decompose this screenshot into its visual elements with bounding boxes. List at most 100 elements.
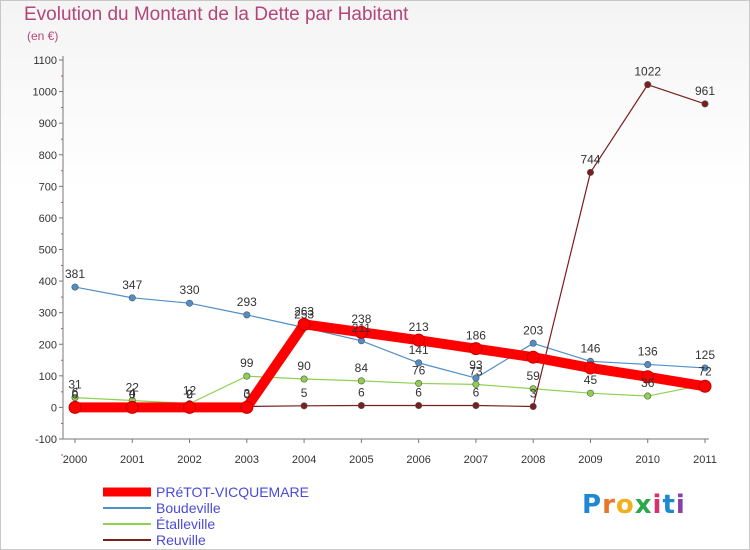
- data-point: [297, 317, 311, 331]
- data-point: [186, 299, 194, 307]
- x-tick-label: 2000: [63, 454, 87, 466]
- data-point: [472, 380, 480, 388]
- data-point: [71, 394, 79, 402]
- x-tick-label: 2008: [521, 454, 545, 466]
- data-point: [357, 377, 365, 385]
- x-tick-label: 2009: [578, 454, 602, 466]
- data-point: [125, 400, 139, 414]
- x-tick-label: 2002: [177, 454, 201, 466]
- data-label: 253: [294, 308, 314, 322]
- data-label: 12: [183, 384, 197, 398]
- y-tick-label: 1000: [33, 87, 57, 99]
- data-label: 0: [72, 387, 79, 401]
- data-point: [357, 402, 365, 410]
- data-label: 4: [129, 386, 136, 400]
- data-label: 6: [72, 386, 79, 400]
- series-line-reuville: [74, 84, 706, 408]
- data-label: 136: [638, 344, 658, 358]
- data-point: [529, 339, 537, 347]
- x-tick-label: 2001: [120, 454, 144, 466]
- data-point: [412, 333, 426, 347]
- data-point: [415, 379, 423, 387]
- y-tick-label: 600: [39, 213, 57, 225]
- data-point: [469, 342, 483, 356]
- data-label: 0: [186, 387, 193, 401]
- data-point: [243, 311, 251, 319]
- legend-label: Étalleville: [156, 516, 215, 532]
- y-tick-label: 700: [39, 181, 57, 193]
- logo-letter: x: [634, 490, 653, 520]
- data-label: 90: [297, 359, 311, 373]
- y-tick-label: 500: [39, 245, 57, 257]
- data-point: [583, 361, 597, 375]
- series-line-étalleville: [74, 375, 706, 405]
- y-tick-label: 900: [39, 118, 57, 130]
- data-label: 22: [126, 380, 140, 394]
- data-point: [701, 100, 709, 108]
- x-tick-label: 2003: [235, 454, 259, 466]
- data-label: 347: [122, 278, 142, 292]
- data-label: 45: [584, 373, 598, 387]
- data-label: 2: [186, 387, 193, 401]
- data-label: 59: [527, 369, 541, 383]
- data-label: 93: [469, 358, 483, 372]
- data-label: 6: [473, 386, 480, 400]
- logo-letter: P: [582, 490, 603, 520]
- y-tick-label: 400: [39, 276, 57, 288]
- logo-letter: i: [652, 490, 663, 520]
- y-tick-label: 100: [39, 371, 57, 383]
- data-point: [641, 370, 655, 384]
- data-point: [644, 81, 652, 89]
- data-label: 203: [523, 323, 543, 337]
- logo-letter: r: [602, 490, 616, 520]
- data-label: 6: [358, 386, 365, 400]
- proxiti-logo: Proxiti: [582, 490, 686, 520]
- logo-letter: t: [662, 490, 676, 520]
- data-point: [415, 402, 423, 410]
- y-tick-label: 1100: [33, 55, 57, 67]
- legend-label: PRéTOT-VICQUEMARE: [156, 484, 309, 500]
- data-label: 238: [351, 312, 371, 326]
- data-point: [243, 372, 251, 380]
- x-tick-label: 2011: [693, 454, 717, 466]
- data-point: [183, 400, 197, 414]
- data-label: 125: [695, 348, 715, 362]
- data-point: [415, 359, 423, 367]
- data-label: 381: [65, 267, 85, 281]
- data-label: 744: [580, 152, 600, 166]
- y-tick-label: -100: [35, 434, 57, 446]
- data-label: 36: [641, 376, 655, 390]
- series-line-prétot-vicquemare: [75, 319, 706, 413]
- data-label: 330: [180, 283, 200, 297]
- data-point: [701, 364, 709, 372]
- data-point: [586, 168, 594, 176]
- data-point: [529, 385, 537, 393]
- data-point: [472, 402, 480, 410]
- unit-label: (en €): [27, 29, 59, 43]
- x-tick-label: 2007: [464, 454, 488, 466]
- data-label: 76: [412, 363, 426, 377]
- data-point: [698, 379, 712, 393]
- data-point: [586, 389, 594, 397]
- legend-label: Reuville: [156, 532, 206, 548]
- chart-title: Evolution du Montant de la Dette par Hab…: [24, 4, 409, 25]
- data-point: [644, 360, 652, 368]
- data-label: 0: [243, 387, 250, 401]
- data-point: [300, 375, 308, 383]
- data-label: 263: [294, 304, 314, 318]
- data-label: 186: [466, 329, 486, 343]
- data-label: 72: [698, 365, 712, 379]
- data-point: [68, 400, 82, 414]
- y-tick-label: 200: [39, 339, 57, 351]
- x-tick-label: 2005: [349, 454, 373, 466]
- x-tick-label: 2010: [635, 454, 659, 466]
- x-tick-label: 2006: [406, 454, 430, 466]
- data-label: 5: [301, 386, 308, 400]
- data-point: [71, 283, 79, 291]
- data-point: [354, 325, 368, 339]
- data-label: 961: [695, 84, 715, 98]
- y-tick-label: 800: [39, 150, 57, 162]
- data-point: [644, 392, 652, 400]
- data-point: [529, 402, 537, 410]
- data-point: [240, 400, 254, 414]
